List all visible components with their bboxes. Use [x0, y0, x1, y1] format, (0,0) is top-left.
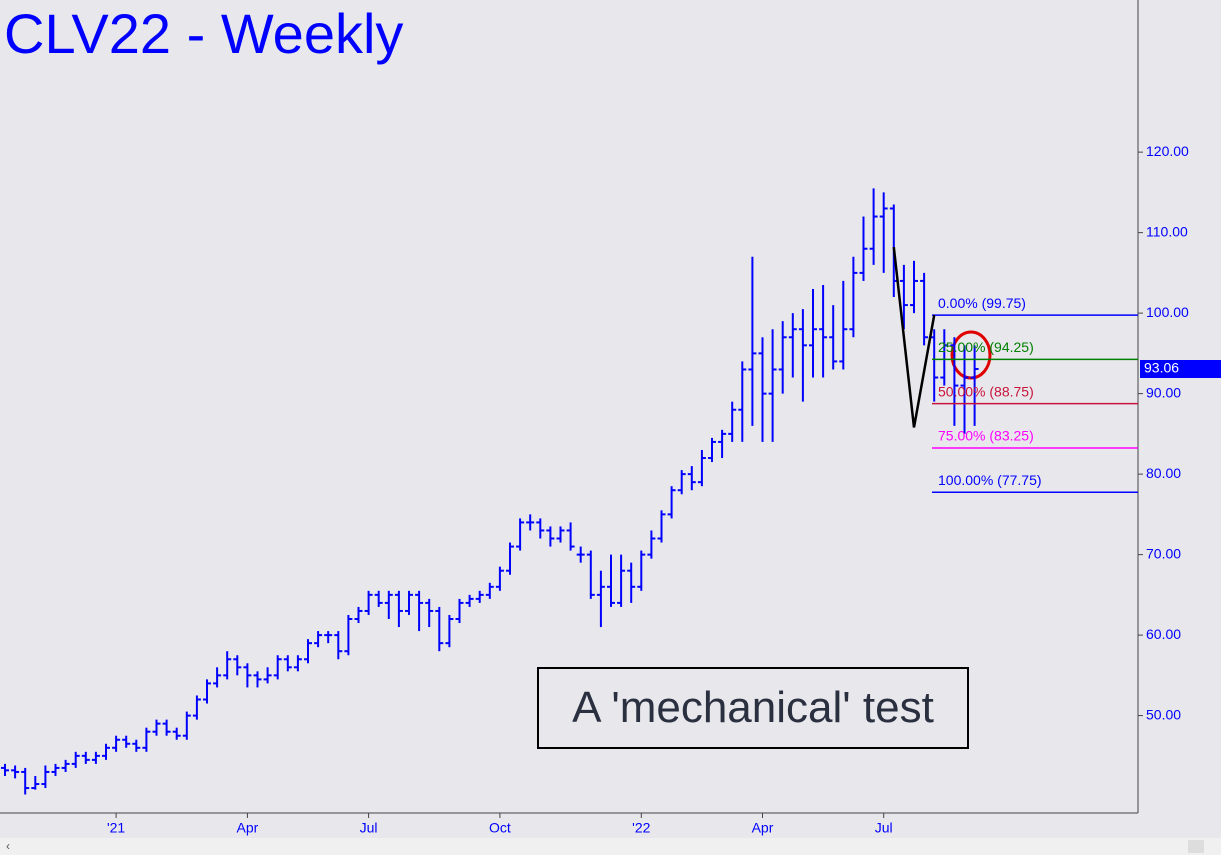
y-tick-label: 70.00 — [1146, 545, 1181, 561]
chart-title: CLV22 - Weekly — [4, 2, 403, 65]
x-tick-label: Apr — [752, 820, 774, 836]
last-price-label: 93.06 — [1144, 360, 1179, 376]
x-tick-label: Apr — [237, 820, 259, 836]
fib-label: 25.00% (94.25) — [938, 339, 1034, 355]
y-tick-label: 100.00 — [1146, 304, 1189, 320]
scroll-left[interactable]: ‹ — [6, 839, 10, 853]
fib-label: 50.00% (88.75) — [938, 383, 1034, 399]
y-tick-label: 60.00 — [1146, 626, 1181, 642]
annotation-box: A 'mechanical' test — [537, 667, 969, 749]
x-tick-label: '22 — [632, 820, 650, 836]
fib-label: 0.00% (99.75) — [938, 295, 1026, 311]
y-tick-label: 90.00 — [1146, 384, 1181, 400]
x-tick-label: Jul — [875, 820, 893, 836]
x-tick-label: Oct — [489, 820, 511, 836]
fib-label: 100.00% (77.75) — [938, 472, 1042, 488]
last-price-tag — [1140, 359, 1221, 378]
fib-label: 75.00% (83.25) — [938, 428, 1034, 444]
scrollbar[interactable] — [0, 838, 1221, 855]
scroll-thumb[interactable] — [1188, 840, 1204, 853]
x-tick-label: Jul — [360, 820, 378, 836]
y-tick-label: 120.00 — [1146, 143, 1189, 159]
y-tick-label: 80.00 — [1146, 465, 1181, 481]
y-tick-label: 110.00 — [1146, 223, 1188, 239]
pattern-line — [892, 246, 936, 428]
y-tick-label: 50.00 — [1146, 706, 1181, 722]
x-tick-label: '21 — [107, 820, 125, 836]
